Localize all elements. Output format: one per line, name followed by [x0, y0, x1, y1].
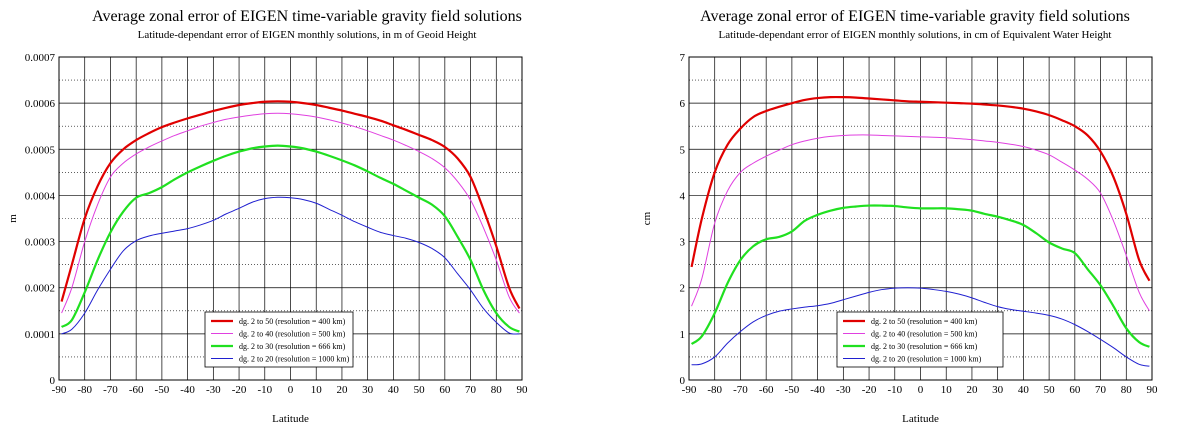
x-tick-label: 50 [414, 384, 426, 396]
x-tick-label: 90 [517, 384, 529, 396]
x-tick-label: -90 [52, 384, 67, 396]
legend-entry: dg. 2 to 40 (resolution = 500 km) [871, 330, 978, 339]
y-tick-label: 6 [680, 98, 686, 110]
y-tick-label: 0.0001 [25, 329, 55, 341]
series-line [691, 134, 1150, 312]
x-tick-label: 60 [439, 384, 451, 396]
chart-title: Average zonal error of EIGEN time-variab… [700, 8, 1130, 25]
x-tick-label: -90 [682, 384, 697, 396]
y-tick-label: 0.0005 [25, 144, 56, 156]
x-tick-label: -50 [785, 384, 800, 396]
series-line [61, 112, 520, 314]
x-tick-label: -50 [155, 384, 170, 396]
x-tick-label: -40 [810, 384, 825, 396]
legend: dg. 2 to 50 (resolution = 400 km) dg. 2 t… [204, 311, 354, 368]
x-tick-label: -70 [733, 384, 748, 396]
left-chart-geoid-height: Average zonal error of EIGEN time-variab… [7, 8, 528, 425]
x-tick-label: 0 [288, 384, 294, 396]
x-tick-label: -30 [206, 384, 221, 396]
x-tick-label: 90 [1147, 384, 1159, 396]
x-axis-label: Latitude [902, 413, 939, 425]
series-line [61, 196, 520, 335]
y-tick-label: 7 [680, 52, 686, 64]
x-tick-label: 40 [388, 384, 400, 396]
legend-entry: dg. 2 to 40 (resolution = 500 km) [239, 330, 346, 339]
series-line [60, 144, 520, 333]
x-tick-label: -80 [707, 384, 722, 396]
chart-subtitle: Latitude-dependant error of EIGEN monthl… [138, 29, 477, 41]
chart-subtitle: Latitude-dependant error of EIGEN monthl… [719, 29, 1112, 41]
x-tick-label: 80 [491, 384, 503, 396]
x-tick-label: -70 [103, 384, 118, 396]
x-tick-label: 30 [362, 384, 374, 396]
plot-frame [58, 56, 523, 381]
y-tick-label: 4 [680, 190, 686, 202]
x-tick-label: -40 [180, 384, 195, 396]
x-tick-label: 40 [1018, 384, 1030, 396]
y-tick-label: 3 [680, 237, 686, 249]
x-tick-label: -20 [862, 384, 877, 396]
y-tick-label: 0.0006 [25, 98, 56, 110]
series-line [690, 95, 1151, 282]
right-chart-water-height: Average zonal error of EIGEN time-variab… [641, 8, 1158, 425]
series-line [690, 204, 1150, 348]
series-line [691, 287, 1150, 367]
x-tick-label: -10 [887, 384, 902, 396]
x-tick-label: 10 [311, 384, 323, 396]
y-axis-label: cm [641, 211, 653, 225]
y-tick-label: 0.0007 [25, 52, 56, 64]
x-tick-label: -30 [836, 384, 851, 396]
x-tick-label: 70 [1095, 384, 1107, 396]
y-tick-label: 0.0003 [25, 237, 56, 249]
y-tick-label: 0.0004 [25, 190, 56, 202]
y-tick-label: 5 [680, 144, 686, 156]
x-tick-label: -10 [257, 384, 272, 396]
y-tick-label: 2 [680, 283, 686, 295]
series-line [60, 100, 521, 309]
legend-entry: dg. 2 to 20 (resolution = 1000 km) [239, 355, 350, 364]
legend-entry: dg. 2 to 20 (resolution = 1000 km) [871, 355, 982, 364]
y-tick-label: 0.0002 [25, 283, 55, 295]
x-tick-label: 50 [1044, 384, 1056, 396]
x-tick-label: 10 [941, 384, 953, 396]
y-axis-label: m [7, 214, 19, 223]
x-tick-label: 70 [465, 384, 477, 396]
chart-title: Average zonal error of EIGEN time-variab… [92, 8, 522, 25]
legend-entry: dg. 2 to 30 (resolution = 666 km) [871, 342, 978, 351]
x-tick-label: -80 [77, 384, 92, 396]
x-axis-label: Latitude [272, 413, 309, 425]
y-tick-label: 0 [680, 375, 686, 387]
legend-entry: dg. 2 to 50 (resolution = 400 km) [871, 317, 978, 326]
x-tick-label: 60 [1069, 384, 1081, 396]
x-tick-label: -20 [232, 384, 247, 396]
y-tick-label: 1 [680, 329, 686, 341]
x-tick-label: -60 [759, 384, 774, 396]
x-tick-label: 30 [992, 384, 1004, 396]
y-tick-label: 0 [50, 375, 56, 387]
legend-entry: dg. 2 to 30 (resolution = 666 km) [239, 342, 346, 351]
x-tick-label: 20 [966, 384, 978, 396]
x-tick-label: 80 [1121, 384, 1133, 396]
x-tick-label: 20 [336, 384, 348, 396]
x-tick-label: -60 [129, 384, 144, 396]
legend: dg. 2 to 50 (resolution = 400 km) dg. 2 t… [836, 311, 1004, 368]
x-tick-label: 0 [918, 384, 924, 396]
plot-frame [688, 56, 1153, 381]
legend-entry: dg. 2 to 50 (resolution = 400 km) [239, 317, 346, 326]
